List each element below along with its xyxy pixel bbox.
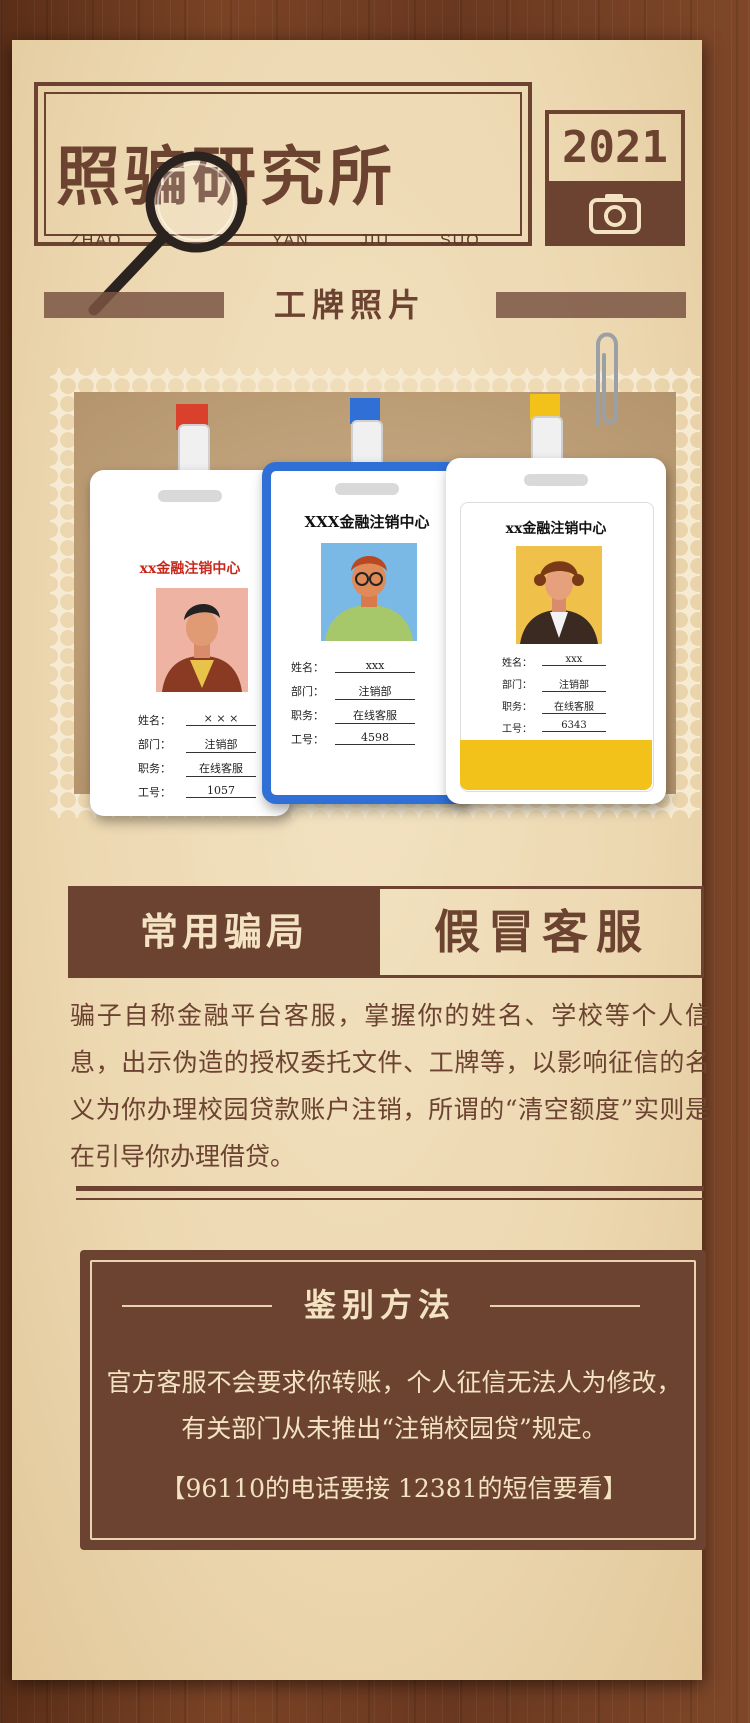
field-label: 姓名： — [502, 658, 532, 669]
method-line-right — [490, 1305, 640, 1307]
year-label: 2021 — [562, 122, 668, 173]
camera-panel — [545, 181, 685, 246]
scam-type-tag — [68, 886, 380, 978]
field-value: × × × — [186, 712, 256, 726]
field-label: 姓名： — [291, 661, 324, 674]
card-inner-frame — [460, 502, 654, 792]
pinyin-zhao: ZHAO — [70, 232, 123, 249]
magnifier-icon — [88, 151, 247, 316]
field-value: xxx — [335, 659, 415, 673]
field-value: 注销部 — [186, 736, 256, 753]
field-value: 在线客服 — [186, 760, 256, 777]
section-banner: 工牌照片 — [273, 286, 426, 324]
method-title: 鉴别方法 — [303, 1286, 456, 1324]
id-card-3: xx金融注销中心 姓名： xxx 部门： 注销部 职务： 在线客服 工号： 63… — [446, 458, 666, 804]
field-value: 在线客服 — [542, 698, 606, 714]
card-slot — [335, 483, 399, 495]
field-label: 职务： — [138, 762, 171, 775]
card-yellow-band — [460, 740, 652, 790]
field-label: 部门： — [138, 738, 171, 751]
card-slot — [158, 490, 222, 502]
field-value: 在线客服 — [335, 707, 415, 724]
photo-man-glasses — [321, 543, 417, 641]
scam-description: 骗子自称金融平台客服，掌握你的姓名、学校等个人信息，出示伪造的授权委托文件、工牌… — [70, 1001, 710, 1171]
field-value: 注销部 — [542, 676, 606, 692]
card-org: XXX金融注销中心 — [304, 513, 430, 531]
field-value: 6343 — [542, 720, 606, 732]
field-value: xxx — [542, 654, 606, 666]
field-label: 工号： — [138, 786, 171, 799]
title-frame — [34, 82, 532, 246]
banner-stripe-right — [496, 292, 686, 318]
card-slot — [524, 474, 588, 486]
scam-type-name: 假冒客服 — [434, 905, 650, 959]
field-label: 工号： — [291, 733, 324, 746]
divider-thick — [76, 1186, 704, 1191]
pinyin-jiu: JIU — [360, 232, 390, 249]
method-body: 官方客服不会要求你转账，个人征信无法人为修改，有关部门从未推出“注销校园贷”规定… — [106, 1368, 682, 1443]
field-value: 4598 — [335, 731, 415, 745]
scam-type-label: 常用骗局 — [139, 910, 308, 954]
field-label: 姓名： — [138, 714, 171, 727]
pinyin-yan: YAN — [272, 232, 310, 249]
card-org: xx金融注销中心 — [505, 521, 607, 537]
identify-method-box — [80, 1250, 706, 1550]
pinyin-suo: SUO — [440, 232, 481, 249]
field-label: 职务： — [291, 709, 324, 722]
card-org: xx金融注销中心 — [139, 561, 241, 577]
field-label: 部门： — [502, 680, 532, 691]
field-value: 注销部 — [335, 683, 415, 700]
id-card-2: XXX金融注销中心 姓名： xxx 部门： 注销部 职务： 在线客服 工号： 4… — [262, 462, 472, 804]
field-label: 工号： — [502, 724, 532, 735]
field-label: 部门： — [291, 685, 324, 698]
field-label: 职务： — [502, 702, 532, 713]
paperclip-icon — [596, 332, 618, 427]
banner-stripe-left — [44, 292, 224, 318]
lanyard-strap-blue — [350, 398, 380, 424]
lanyard-strap-yellow — [530, 394, 560, 420]
id-card-1: xx金融注销中心 姓名： × × × 部门： 注销部 职务： 在线客服 工号： … — [90, 470, 290, 816]
photo-woman — [516, 546, 602, 644]
divider-thin — [76, 1198, 704, 1200]
camera-icon — [589, 194, 641, 234]
photo-man — [156, 588, 248, 692]
method-line-left — [122, 1305, 272, 1307]
field-value: 1057 — [186, 784, 256, 798]
method-note: 【96110的电话要接 12381的短信要看】 — [160, 1474, 628, 1503]
